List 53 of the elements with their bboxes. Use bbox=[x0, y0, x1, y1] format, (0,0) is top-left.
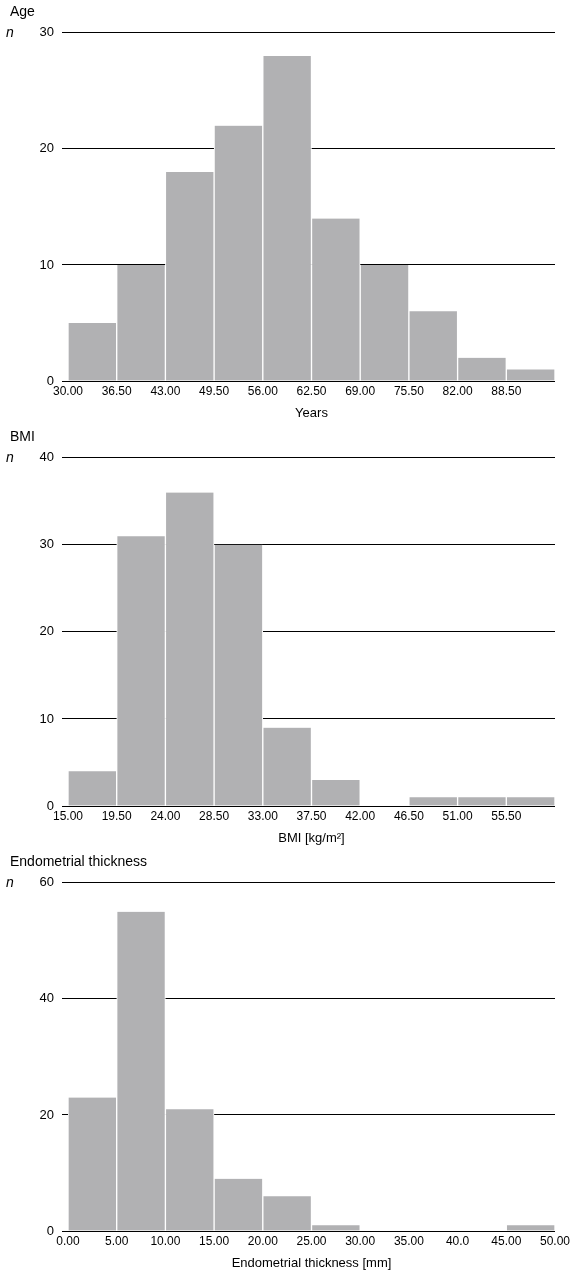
y-tick-label: 20 bbox=[39, 623, 54, 639]
chart-title: Endometrial thickness bbox=[10, 853, 147, 870]
x-tick-label: 30.00 bbox=[52, 383, 84, 398]
x-axis-title: Years bbox=[295, 404, 329, 420]
x-tick-label: 15.00 bbox=[52, 808, 84, 823]
y-tick-label: 10 bbox=[39, 256, 54, 272]
y-tick-label: 10 bbox=[39, 710, 54, 726]
y-axis-title: n bbox=[6, 448, 14, 465]
x-tick-label: 30.00 bbox=[345, 1233, 376, 1248]
y-tick-label: 0 bbox=[46, 797, 54, 813]
x-tick-label: 88.50 bbox=[491, 383, 522, 398]
x-tick-label: 42.00 bbox=[345, 808, 376, 823]
y-axis-title: n bbox=[6, 23, 14, 40]
x-tick-label: 37.50 bbox=[296, 808, 327, 823]
x-tick-label: 49.50 bbox=[199, 383, 230, 398]
x-tick-label: 33.00 bbox=[247, 808, 279, 823]
x-tick-label: 45.00 bbox=[491, 1233, 522, 1248]
chart-title: Age bbox=[10, 3, 36, 20]
x-tick-label: 55.50 bbox=[491, 808, 522, 823]
x-tick-label: 75.50 bbox=[393, 383, 425, 398]
x-tick-label: 0.00 bbox=[56, 1233, 80, 1248]
x-tick-label: 28.50 bbox=[199, 808, 230, 823]
x-axis-title: Endometrial thickness [mm] bbox=[231, 1254, 392, 1270]
x-tick-label: 19.50 bbox=[101, 808, 133, 823]
y-tick-label: 0 bbox=[46, 1222, 54, 1238]
x-tick-label: 24.00 bbox=[150, 808, 181, 823]
chart-title: BMI bbox=[10, 428, 35, 445]
x-tick-label: 82.00 bbox=[442, 383, 473, 398]
y-tick-label: 20 bbox=[39, 140, 54, 156]
y-tick-label: 40 bbox=[39, 449, 54, 465]
y-tick-label: 30 bbox=[39, 536, 54, 552]
x-tick-label: 15.00 bbox=[199, 1233, 230, 1248]
y-tick-label: 20 bbox=[39, 1106, 54, 1122]
y-tick-label: 60 bbox=[39, 874, 54, 890]
x-axis-title: BMI [kg/m²] bbox=[278, 829, 345, 845]
y-axis-title: n bbox=[6, 873, 14, 890]
x-tick-label: 51.00 bbox=[442, 808, 473, 823]
y-tick-label: 30 bbox=[39, 24, 54, 40]
x-tick-label: 46.50 bbox=[393, 808, 425, 823]
x-tick-label: 62.50 bbox=[296, 383, 327, 398]
x-tick-label: 69.00 bbox=[345, 383, 376, 398]
x-tick-label: 25.00 bbox=[296, 1233, 327, 1248]
x-tick-label: 10.00 bbox=[150, 1233, 181, 1248]
y-tick-label: 40 bbox=[39, 990, 54, 1006]
x-tick-label: 20.00 bbox=[247, 1233, 279, 1248]
x-tick-label: 5.00 bbox=[105, 1233, 129, 1248]
x-tick-label: 36.50 bbox=[101, 383, 133, 398]
x-tick-label: 43.00 bbox=[150, 383, 181, 398]
x-tick-label: 56.00 bbox=[247, 383, 279, 398]
x-tick-label: 35.00 bbox=[393, 1233, 425, 1248]
x-tick-label: 50.00 bbox=[539, 1233, 571, 1248]
y-tick-label: 0 bbox=[46, 372, 54, 388]
x-tick-label: 40.0 bbox=[445, 1233, 470, 1248]
